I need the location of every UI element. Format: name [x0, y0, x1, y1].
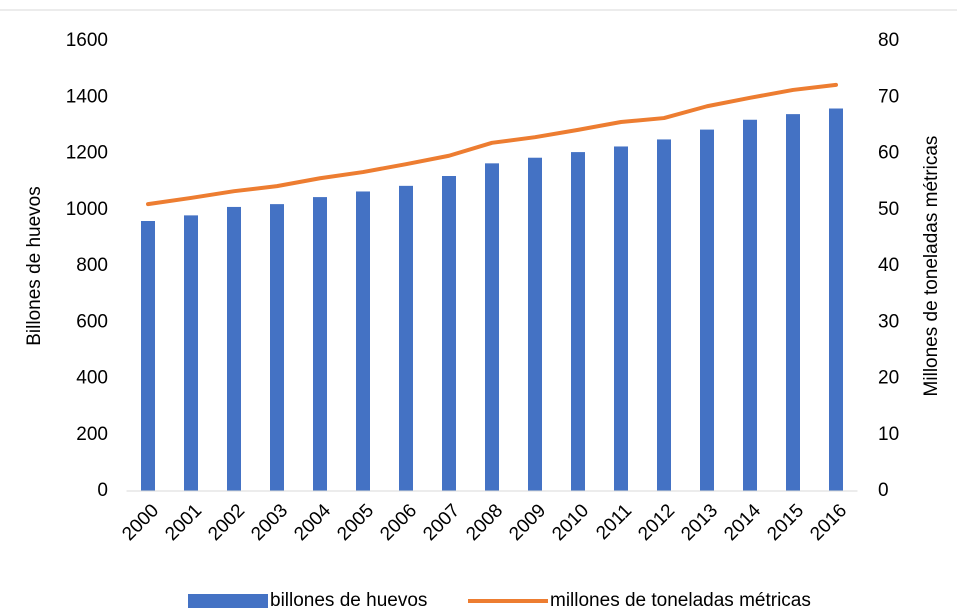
x-tick-label: 2015 — [763, 500, 808, 545]
bar — [227, 206, 241, 491]
x-tick-label: 2009 — [505, 500, 550, 545]
bar — [700, 129, 714, 491]
y2-tick-label: 30 — [878, 311, 899, 332]
y-axis-title: Billones de huevos — [24, 186, 45, 346]
x-tick-label: 2008 — [462, 500, 507, 545]
x-tick-label: 2001 — [161, 500, 206, 545]
x-tick-label: 2014 — [720, 500, 765, 545]
y2-tick-label: 10 — [878, 424, 899, 445]
y2-tick-label: 70 — [878, 86, 899, 107]
bar — [571, 152, 585, 491]
y2-tick-label: 50 — [878, 199, 899, 220]
x-tick-label: 2004 — [290, 500, 335, 545]
legend-label: millones de toneladas métricas — [550, 590, 811, 611]
bar — [184, 215, 198, 491]
y-tick-label: 1400 — [66, 86, 108, 107]
bar — [141, 221, 155, 491]
bar — [829, 108, 843, 491]
y-tick-label: 1000 — [66, 199, 108, 220]
bar — [270, 204, 284, 491]
x-tick-label: 2003 — [247, 500, 292, 545]
bar — [614, 146, 628, 491]
legend-swatch — [188, 594, 268, 608]
x-tick-label: 2013 — [677, 500, 722, 545]
legend-label: billones de huevos — [270, 590, 427, 611]
y-tick-label: 1200 — [66, 143, 108, 164]
y2-tick-label: 0 — [878, 480, 889, 501]
bar — [657, 139, 671, 491]
y2-tick-label: 40 — [878, 255, 899, 276]
bar — [485, 163, 499, 491]
x-tick-label: 2006 — [376, 500, 421, 545]
bar — [313, 197, 327, 491]
y-tick-label: 0 — [97, 480, 108, 501]
bar — [399, 185, 413, 491]
line-series — [146, 82, 838, 207]
bar — [356, 191, 370, 491]
y2-tick-label: 20 — [878, 368, 899, 389]
x-tick-label: 2012 — [634, 500, 679, 545]
x-tick-label: 2010 — [548, 500, 593, 545]
bar — [786, 114, 800, 491]
x-tick-label: 2005 — [333, 500, 378, 545]
x-tick-label: 2000 — [118, 500, 163, 545]
y-tick-label: 400 — [76, 368, 108, 389]
y2-tick-label: 60 — [878, 143, 899, 164]
y-tick-label: 1600 — [66, 30, 108, 51]
x-tick-label: 2016 — [806, 500, 851, 545]
bar — [442, 176, 456, 491]
bar — [743, 119, 757, 491]
y-tick-label: 800 — [76, 255, 108, 276]
y-tick-label: 200 — [76, 424, 108, 445]
x-tick-label: 2002 — [204, 500, 249, 545]
y2-axis-title: Millones de toneladas métricas — [921, 136, 942, 397]
bar — [528, 157, 542, 491]
x-tick-label: 2011 — [592, 500, 636, 544]
y2-tick-label: 80 — [878, 30, 899, 51]
x-tick-label: 2007 — [419, 500, 464, 545]
y-tick-label: 600 — [76, 311, 108, 332]
